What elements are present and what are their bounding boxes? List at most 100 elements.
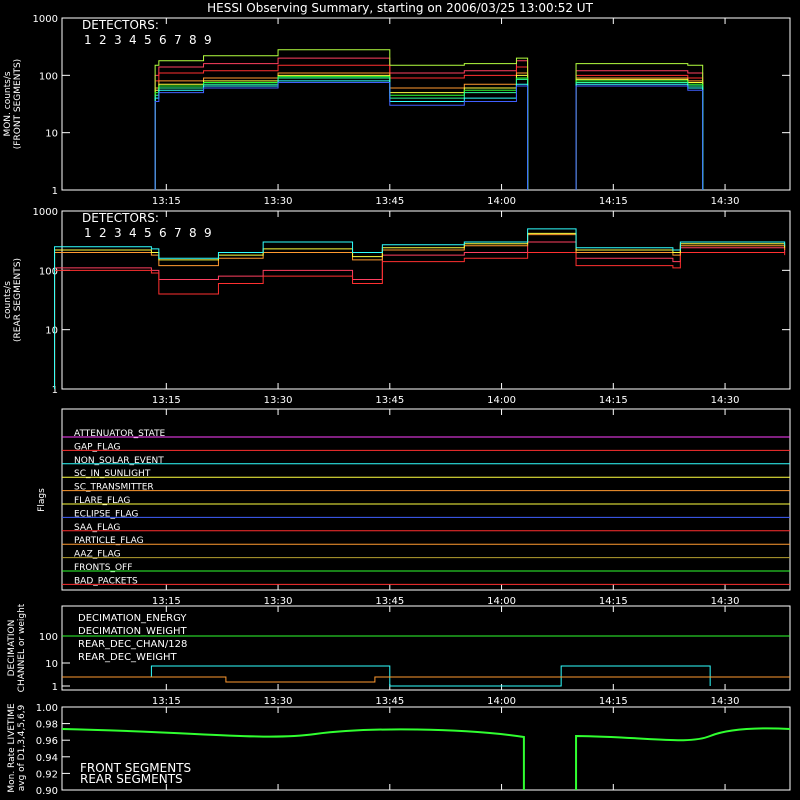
flag-label: SAA_FLAG	[74, 523, 120, 533]
legend-entry: DECIMATION_ENERGY	[78, 613, 187, 624]
time-tick-label: 13:45	[375, 596, 404, 607]
legend-detector-9: 9	[204, 226, 212, 240]
y-tick-label: 10	[45, 326, 58, 337]
series-line-rear-2	[54, 251, 786, 389]
time-tick-label: 13:30	[264, 696, 293, 707]
legend-detector-3: 3	[114, 226, 122, 240]
flag-label: SC_TRANSMITTER	[74, 483, 154, 493]
series-line-front-4	[154, 74, 704, 190]
legend-detector-6: 6	[159, 33, 167, 47]
y-axis-label: (FRONT SEGMENTS)	[13, 59, 23, 149]
time-tick-label: 13:15	[152, 395, 181, 406]
y-axis-label: Mon. Rate LIVETIME	[7, 703, 17, 793]
panel-frame	[61, 605, 791, 691]
series-line-front-6	[154, 76, 704, 190]
time-tick-label: 14:15	[599, 596, 628, 607]
y-tick-label: 0.96	[36, 736, 58, 747]
y-axis-label: Flags	[37, 488, 47, 512]
time-tick-label: 14:15	[599, 696, 628, 707]
flag-label: GAP_FLAG	[74, 442, 120, 452]
legend-detector-2: 2	[99, 226, 107, 240]
y-tick-label: 0.98	[36, 720, 58, 731]
time-tick-label: 13:15	[152, 596, 181, 607]
y-tick-label: 100	[39, 71, 58, 82]
series-line-front-9	[154, 81, 704, 190]
y-axis-label: MON. counts/s	[3, 71, 13, 136]
time-tick-label: 14:30	[711, 395, 740, 406]
series-line-front-8	[154, 80, 704, 190]
legend-detector-1: 1	[84, 33, 92, 47]
y-tick-label: 0.90	[36, 786, 58, 797]
y-axis-label: (REAR SEGMENTS)	[13, 258, 23, 342]
legend-entry: FRONT SEGMENTS	[80, 761, 191, 775]
flag-label: ATTENUATOR_STATE	[74, 429, 166, 439]
legend-title: DETECTORS:	[82, 211, 159, 225]
legend-detector-1: 1	[84, 226, 92, 240]
flag-label: ECLIPSE_FLAG	[74, 509, 138, 519]
time-tick-label: 14:30	[711, 696, 740, 707]
series-line-rear-4	[54, 232, 786, 389]
time-tick-label: 13:15	[152, 196, 181, 207]
flag-label: BAD_PACKETS	[74, 576, 138, 586]
panel-frame	[61, 17, 791, 191]
y-tick-label: 0.94	[36, 753, 58, 764]
time-tick-label: 13:30	[264, 596, 293, 607]
flag-label: NON_SOLAR_EVENT	[74, 456, 164, 466]
legend-entry: DECIMATION_WEIGHT	[78, 626, 187, 637]
time-tick-label: 13:15	[152, 696, 181, 707]
panel-frame	[61, 706, 791, 791]
legend-detector-3: 3	[114, 33, 122, 47]
y-axis-label: DECIMATION	[7, 620, 17, 677]
y-tick-label: 1	[52, 682, 58, 693]
time-tick-label: 14:00	[487, 596, 516, 607]
y-tick-label: 1	[52, 385, 58, 396]
legend-detector-8: 8	[189, 226, 197, 240]
time-tick-label: 14:30	[711, 596, 740, 607]
y-tick-label: 10	[45, 659, 58, 670]
legend-detector-2: 2	[99, 33, 107, 47]
panel-frame	[61, 210, 791, 390]
legend-detector-5: 5	[144, 226, 152, 240]
legend-entry: REAR_DEC_CHAN/128	[78, 639, 187, 650]
legend-detector-4: 4	[129, 226, 137, 240]
y-tick-label: 0.92	[36, 769, 58, 780]
legend-title: DETECTORS:	[82, 18, 159, 32]
y-tick-label: 1000	[33, 14, 58, 25]
flag-label: PARTICLE_FLAG	[74, 536, 144, 546]
rear-dec-chan-line	[62, 665, 711, 687]
legend-detector-6: 6	[159, 226, 167, 240]
legend-detector-4: 4	[129, 33, 137, 47]
time-tick-label: 14:00	[487, 696, 516, 707]
legend-detector-7: 7	[174, 33, 182, 47]
legend-entry: REAR_DEC_WEIGHT	[78, 652, 177, 663]
figure-title: HESSI Observing Summary, starting on 200…	[207, 1, 593, 15]
series-line-rear-1	[54, 241, 786, 389]
flag-label: SC_IN_SUNLIGHT	[74, 469, 151, 479]
y-axis-label: CHANNEL or weight	[17, 603, 27, 692]
livetime-line	[61, 727, 791, 790]
flag-label: AAZ_FLAG	[74, 550, 121, 560]
time-tick-label: 13:30	[264, 395, 293, 406]
legend-detector-7: 7	[174, 226, 182, 240]
time-tick-label: 14:15	[599, 196, 628, 207]
time-tick-label: 13:30	[264, 196, 293, 207]
y-tick-label: 1000	[33, 207, 58, 218]
legend-detector-5: 5	[144, 33, 152, 47]
y-tick-label: 1	[52, 186, 58, 197]
y-tick-label: 100	[39, 632, 58, 643]
flag-label: FLARE_FLAG	[74, 496, 130, 506]
legend-detector-8: 8	[189, 33, 197, 47]
y-tick-label: 1.00	[36, 703, 58, 714]
flag-label: FRONTS_OFF	[74, 563, 132, 573]
time-tick-label: 14:15	[599, 395, 628, 406]
series-line-front-3	[154, 72, 704, 190]
decimation-weight-line	[62, 676, 790, 683]
time-tick-label: 14:00	[487, 395, 516, 406]
y-tick-label: 10	[45, 129, 58, 140]
panel-frame	[61, 408, 791, 591]
time-tick-label: 14:00	[487, 196, 516, 207]
time-tick-label: 13:45	[375, 696, 404, 707]
series-line-rear-8	[54, 228, 786, 389]
